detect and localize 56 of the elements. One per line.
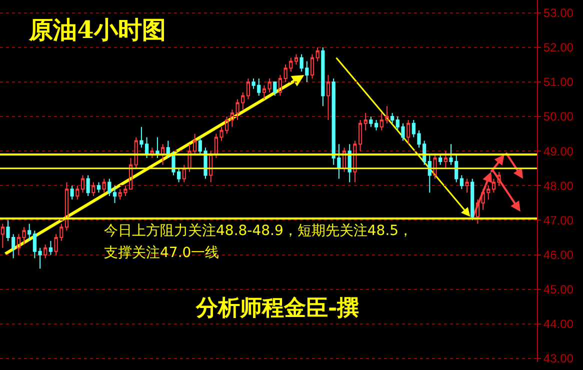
- candlestick: [44, 244, 48, 259]
- annotation: 分析师程金臣-撰: [195, 295, 360, 321]
- y-tick-label: 51.00: [543, 75, 574, 90]
- y-tick-label: 53.00: [543, 6, 574, 20]
- candlestick: [470, 178, 474, 221]
- candlestick: [406, 119, 410, 145]
- text: 原油4小时图: [28, 15, 166, 44]
- candlestick: [438, 154, 442, 166]
- candlestick: [390, 112, 394, 124]
- y-tick-label: 48.00: [543, 178, 574, 193]
- candlestick: [316, 46, 320, 62]
- candlestick: [310, 54, 314, 79]
- y-tick-label: 46.00: [543, 248, 574, 262]
- candlestick: [460, 174, 464, 190]
- candlestick: [96, 182, 101, 194]
- candlestick: [428, 154, 432, 194]
- annotation: 支撑关注47.0一线: [104, 245, 220, 261]
- annotation: 今日上方阻力关注48.8-48.9，短期先关注48.5，: [104, 223, 413, 239]
- y-tick-label: 52.00: [543, 40, 574, 55]
- candlestick: [108, 178, 112, 197]
- y-tick-label: 45.00: [543, 282, 574, 297]
- candlestick: [28, 223, 32, 242]
- candlestick: [278, 74, 282, 96]
- y-tick-label: 44.00: [543, 317, 574, 332]
- y-tick-label: 43.00: [543, 352, 574, 366]
- candlestick: [134, 136, 138, 169]
- candlestick: [92, 182, 96, 197]
- candlestick: [246, 78, 250, 100]
- candlestick: [76, 185, 80, 200]
- y-tick-label: 49.00: [543, 144, 574, 158]
- candlestick: [182, 164, 186, 183]
- candlestick: [156, 136, 160, 159]
- candlestick: [209, 150, 213, 183]
- candlestick: [273, 81, 277, 96]
- candlestick: [70, 185, 74, 200]
- candlestick: [444, 150, 448, 169]
- candlestick: [102, 178, 106, 194]
- candlestick: [166, 140, 170, 159]
- candlestick: [150, 147, 154, 159]
- candlestick: [321, 46, 325, 107]
- candlestick: [433, 154, 437, 180]
- y-tick-label: 50.00: [543, 110, 574, 124]
- candlestick: [128, 158, 133, 190]
- candlestick: [326, 74, 330, 120]
- candlestick: [86, 174, 90, 197]
- candlestick: [48, 240, 53, 256]
- candlestick: [112, 185, 117, 204]
- candlestick: [342, 147, 346, 172]
- candlestick: [465, 178, 469, 194]
- candlestick: [80, 174, 85, 194]
- candlestick: [364, 112, 368, 131]
- candlestick: [160, 144, 165, 166]
- candlestick: [294, 54, 298, 66]
- candlestick: [64, 182, 69, 232]
- y-tick-label: 47.00: [543, 213, 574, 228]
- candlestick: [0, 223, 4, 248]
